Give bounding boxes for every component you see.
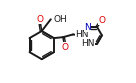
Text: N: N	[84, 23, 91, 32]
Text: HN: HN	[81, 39, 94, 48]
Text: O: O	[36, 15, 43, 24]
Text: O: O	[99, 16, 106, 25]
Text: OH: OH	[53, 15, 67, 24]
Text: HN: HN	[75, 30, 89, 39]
Text: O: O	[61, 43, 68, 52]
